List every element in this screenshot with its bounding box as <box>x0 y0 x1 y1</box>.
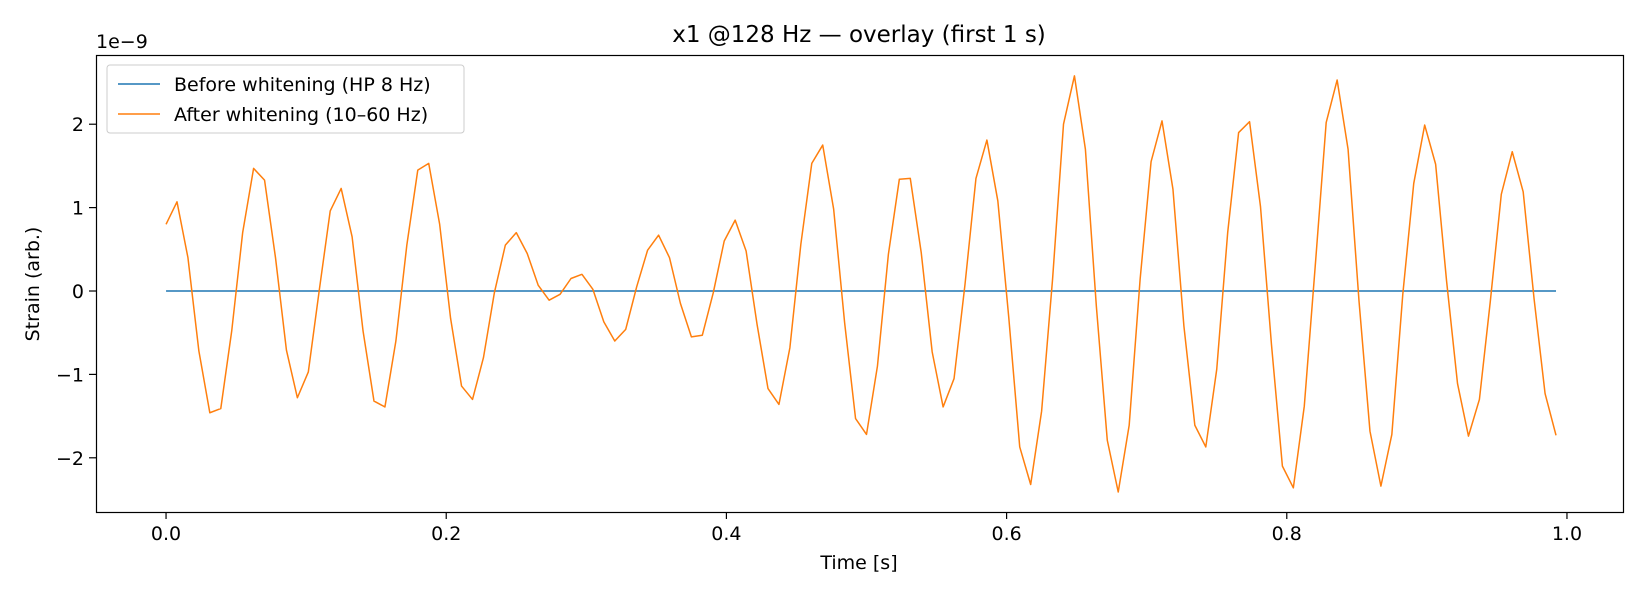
x-axis: 0.0 0.2 0.4 0.6 0.8 1.0 <box>151 512 1582 545</box>
x-tick-label: 0.6 <box>991 523 1021 545</box>
x-tick-label: 0.2 <box>431 523 461 545</box>
legend-label-after-whitening: After whitening (10–60 Hz) <box>174 104 428 126</box>
legend-box <box>106 64 465 134</box>
y-tick-label: 2 <box>72 114 84 136</box>
x-tick-label: 0.4 <box>711 523 741 545</box>
y-offset-text: 1e−9 <box>96 31 148 53</box>
y-axis: −2 −1 0 1 2 <box>56 114 96 470</box>
y-tick-label: 0 <box>72 281 84 303</box>
y-tick-label: −2 <box>56 448 84 470</box>
x-tick-label: 0.0 <box>151 523 181 545</box>
series-layer <box>165 75 1557 493</box>
plot-frame <box>95 54 1625 514</box>
series-line-after-whitening <box>165 75 1557 493</box>
y-tick-label: −1 <box>56 364 84 386</box>
y-tick-label: 1 <box>72 198 84 220</box>
legend-label-before-whitening: Before whitening (HP 8 Hz) <box>174 74 431 96</box>
x-tick-label: 0.8 <box>1272 523 1302 545</box>
chart-title: x1 @128 Hz — overlay (first 1 s) <box>672 22 1046 48</box>
x-tick-label: 1.0 <box>1552 523 1582 545</box>
y-axis-label: Strain (arb.) <box>22 227 44 342</box>
x-axis-label: Time [s] <box>819 552 897 574</box>
legend: Before whitening (HP 8 Hz) After whiteni… <box>106 64 465 134</box>
